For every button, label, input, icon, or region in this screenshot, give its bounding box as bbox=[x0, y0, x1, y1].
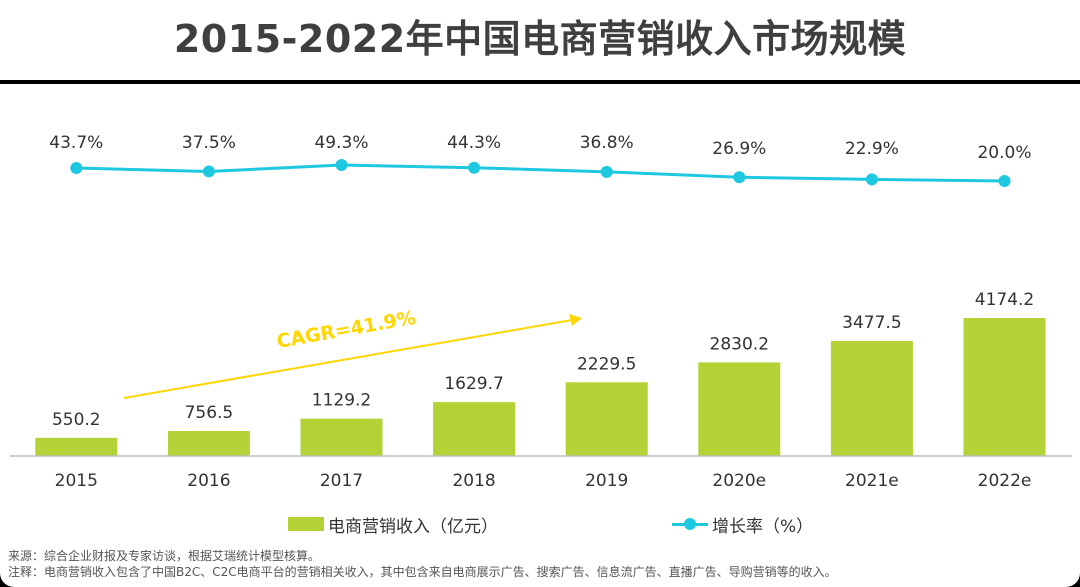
footnotes: 来源：综合企业财报及专家访谈，根据艾瑞统计模型核算。 注释：电商营销收入包含了中… bbox=[8, 548, 1072, 580]
title-divider bbox=[0, 80, 1080, 84]
bar-2019 bbox=[565, 382, 648, 456]
growth-rate-point-2020e bbox=[733, 171, 746, 184]
x-tick-label: 2018 bbox=[452, 471, 495, 491]
bar-2017 bbox=[300, 418, 383, 456]
bar-value-label: 756.5 bbox=[185, 403, 234, 423]
x-tick-label: 2021e bbox=[845, 471, 899, 491]
growth-rate-point-2017 bbox=[335, 159, 348, 171]
growth-rate-point-2016 bbox=[202, 165, 215, 178]
cagr-arrow-head bbox=[569, 314, 582, 326]
bar-2022e bbox=[963, 318, 1046, 456]
bar-value-label: 1629.7 bbox=[444, 374, 503, 394]
growth-rate-label: 20.0% bbox=[977, 143, 1031, 163]
growth-rate-point-2022e bbox=[998, 175, 1011, 187]
growth-rate-line bbox=[76, 163, 1005, 183]
legend-label-bar: 电商营销收入（亿元） bbox=[328, 516, 498, 537]
growth-rate-point-2018 bbox=[468, 161, 481, 174]
bar-2020e bbox=[698, 362, 781, 456]
cagr-label: CAGR=41.9% bbox=[275, 307, 417, 353]
bar-value-label: 2229.5 bbox=[577, 354, 636, 374]
growth-rate-label: 43.7% bbox=[49, 133, 103, 153]
chart-title: 2015-2022年中国电商营销收入市场规模 bbox=[173, 17, 907, 61]
legend-item-bar: 电商营销收入（亿元） bbox=[288, 511, 498, 537]
growth-rate-label: 26.9% bbox=[712, 139, 766, 159]
x-tick-label: 2020e bbox=[712, 471, 766, 491]
remark-note: 注释：电商营销收入包含了中国B2C、C2C电商平台的营销相关收入，其中包含来自电… bbox=[8, 565, 837, 579]
x-tick-label: 2019 bbox=[585, 471, 628, 491]
legend-label-line: 增长率（%） bbox=[712, 516, 814, 537]
bar-2018 bbox=[433, 402, 516, 456]
legend-swatch-line bbox=[672, 517, 708, 531]
bar-2015 bbox=[35, 437, 118, 456]
bar-value-label: 3477.5 bbox=[842, 313, 901, 333]
growth-rate-point-2015 bbox=[70, 162, 83, 175]
cagr-arrow-shaft bbox=[123, 319, 573, 399]
growth-rate-label: 37.5% bbox=[182, 133, 236, 153]
growth-rate-label: 36.8% bbox=[580, 133, 634, 153]
growth-rate-point-2021e bbox=[865, 173, 878, 186]
bar-value-label: 2830.2 bbox=[710, 334, 769, 354]
growth-rate-label: 22.9% bbox=[845, 139, 899, 159]
x-tick-label: 2017 bbox=[320, 471, 363, 491]
source-note: 来源：综合企业财报及专家访谈，根据艾瑞统计模型核算。 bbox=[8, 549, 321, 563]
growth-rate-label: 49.3% bbox=[314, 133, 368, 153]
legend-item-line: 增长率（%） bbox=[672, 511, 813, 537]
x-tick-label: 2016 bbox=[187, 471, 230, 491]
x-tick-label: 2015 bbox=[55, 471, 98, 491]
bar-2021e bbox=[830, 341, 913, 456]
bar-2016 bbox=[167, 430, 250, 456]
legend-swatch-bar bbox=[288, 517, 324, 531]
bar-value-label: 4174.2 bbox=[975, 290, 1034, 310]
bar-value-label: 1129.2 bbox=[312, 391, 371, 411]
growth-rate-point-2019 bbox=[600, 165, 613, 178]
x-tick-label: 2022e bbox=[978, 471, 1032, 491]
growth-rate-label: 44.3% bbox=[447, 133, 501, 153]
bar-value-label: 550.2 bbox=[52, 410, 101, 430]
